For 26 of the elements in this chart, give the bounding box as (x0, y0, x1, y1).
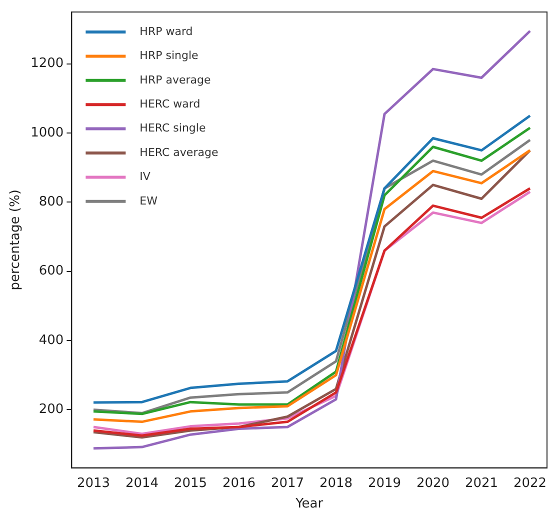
x-tick-label: 2019 (368, 476, 402, 491)
legend-label: IV (140, 170, 151, 184)
legend-label: HRP single (140, 49, 199, 62)
legend-label: EW (140, 194, 158, 208)
x-tick-label: 2018 (319, 476, 353, 491)
x-tick-label: 2022 (513, 476, 547, 491)
x-tick-label: 2014 (125, 476, 159, 491)
y-tick-label: 200 (38, 402, 64, 418)
x-tick-label: 2020 (416, 476, 450, 491)
legend-label: HERC average (140, 146, 218, 159)
legend-label: HRP average (140, 73, 211, 86)
legend-label: HERC ward (140, 97, 200, 110)
x-tick-label: 2017 (270, 476, 304, 491)
y-axis-title: percentage (%) (8, 190, 24, 290)
y-tick-label: 400 (38, 332, 64, 348)
legend-label: HERC single (140, 122, 206, 135)
y-tick-label: 800 (38, 194, 64, 210)
y-tick-label: 600 (38, 264, 64, 279)
x-axis-title: Year (294, 496, 324, 512)
legend-label: HRP ward (140, 24, 193, 38)
x-tick-label: 2015 (174, 476, 208, 491)
x-tick-label: 2013 (76, 476, 110, 491)
y-tick-label: 1200 (30, 56, 64, 72)
y-tick-label: 1000 (30, 125, 64, 140)
x-tick-label: 2016 (222, 476, 256, 491)
x-tick-label: 2021 (464, 476, 498, 491)
